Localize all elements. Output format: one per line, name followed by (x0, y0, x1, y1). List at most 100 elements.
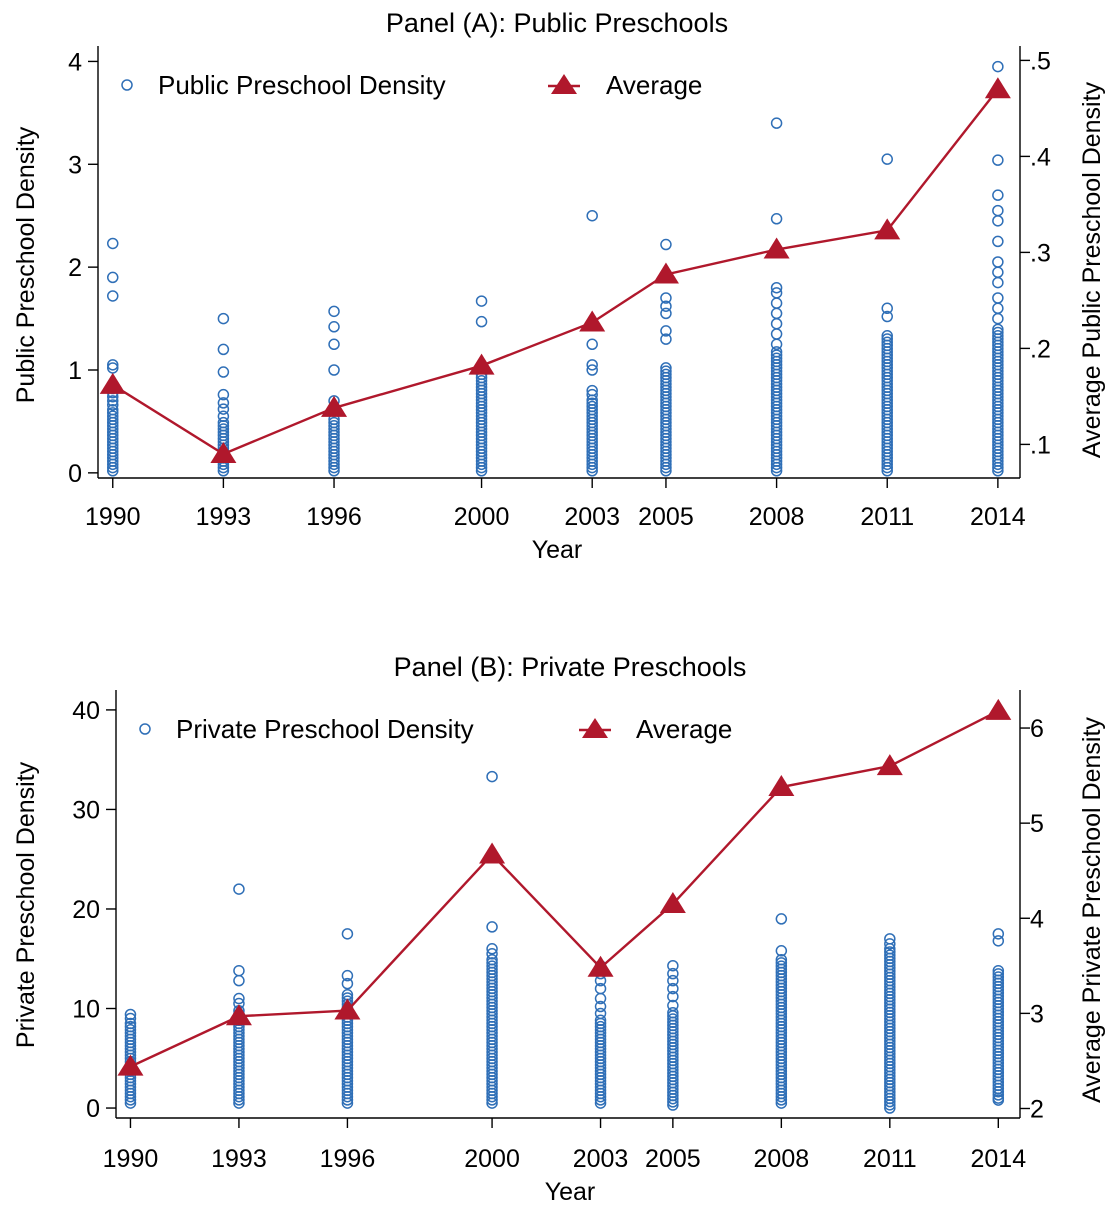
panel-a-scatter-point (586, 400, 598, 413)
panel-b: Panel (B): Private Preschools Year Priva… (12, 652, 1106, 1206)
panel-a-average-marker (984, 77, 1011, 99)
panel-b-x-tick-label: 2011 (863, 1145, 917, 1173)
panel-b-scatter-point (667, 982, 679, 995)
panel-a-x-tick-label: 2011 (860, 503, 914, 531)
panel-a-average-marker (468, 353, 495, 375)
panel-a-legend: Public Preschool Density Average (121, 70, 702, 100)
panel-b-scatter-point (233, 992, 245, 1005)
panel-a-scatter-point (107, 403, 119, 416)
panel-b-x-tick-label: 2000 (464, 1145, 520, 1173)
panel-a-scatter-point (992, 256, 1004, 268)
panel-a-scatter-point (660, 238, 672, 251)
panel-b-scatter-point (233, 964, 245, 977)
panel-a-scatter-point (881, 310, 893, 323)
panel-b-scatter-point (124, 1024, 137, 1036)
panel-b-scatter-point (667, 1006, 679, 1019)
panel-b-scatter-point (884, 933, 896, 945)
panel-b-left-y-tick-label: 30 (72, 796, 100, 824)
panel-b-right-y-tick-label: 2 (1030, 1095, 1044, 1123)
panel-a-scatter-point (586, 397, 598, 410)
panel-b-scatter-point (486, 957, 498, 969)
panel-b-scatter-point (486, 921, 498, 933)
panel-a-average-marker (652, 262, 679, 284)
panel-a-scatter-point (107, 407, 119, 419)
panel-b-legend-scatter-marker (139, 723, 151, 735)
panel-a-left-y-tick-label: 3 (68, 151, 82, 179)
panel-a-scatter-point (586, 388, 598, 401)
panel-a-right-y-tick-label: .1 (1030, 431, 1051, 459)
panel-a-scatter-point (660, 368, 672, 381)
panel-b-scatter-point (775, 953, 788, 966)
panel-a-average-marker (99, 372, 126, 394)
panel-a-legend-scatter-label: Public Preschool Density (158, 70, 446, 100)
panel-a-scatter-point (107, 271, 119, 284)
panel-a-scatter-point (107, 410, 119, 422)
panel-b-average-marker (985, 698, 1012, 720)
panel-b-scatter-point (884, 949, 896, 961)
panel-a-scatter-point (660, 333, 672, 345)
panel-b-x-tick-label: 1990 (103, 1145, 159, 1173)
panel-a-scatter-point (770, 213, 783, 225)
panel-a-scatter-point (660, 292, 672, 304)
panel-b-scatter-point (992, 968, 1005, 980)
panel-b-x-tick-label: 2014 (970, 1145, 1026, 1173)
panel-a-scatter-point (586, 364, 598, 376)
panel-a-right-y-tick-label: .2 (1030, 335, 1051, 363)
panel-a-scatter-point (992, 235, 1004, 248)
panel-a-scatter-point (660, 300, 672, 312)
panel-b-left-axis-title: Private Preschool Density (12, 761, 40, 1048)
panel-a-x-tick-label: 1996 (306, 503, 362, 531)
panel-a-scatter-point (660, 325, 672, 337)
panel-a-scatter-point (328, 321, 340, 333)
panel-b-scatter-point (992, 928, 1005, 940)
panel-a-scatter-point (586, 338, 598, 351)
panel-a-scatter-point (992, 302, 1004, 315)
panel-a-scatter-point (217, 416, 230, 429)
panel-b-legend-scatter-label: Private Preschool Density (176, 714, 474, 744)
panel-b-scatter-point (233, 883, 245, 895)
panel-a-scatter-point (992, 276, 1004, 289)
panel-b-scatter-point (775, 913, 788, 925)
panel-a-scatter-point (770, 117, 783, 129)
panel-a-scatter-point (217, 410, 230, 423)
panel-b-x-tick-label: 2008 (754, 1145, 810, 1173)
panel-b-legend-average-marker (582, 718, 608, 738)
panel-b-scatter-point (594, 1020, 607, 1033)
panel-b-scatter-point (341, 928, 354, 940)
panel-b-scatter-point (667, 990, 679, 1003)
panel-a-scatter-point (660, 362, 672, 374)
panel-a-scatter-point (328, 364, 340, 376)
panel-b-title: Panel (B): Private Preschools (394, 652, 747, 682)
panel-a-scatter-point (475, 375, 488, 387)
panel-a-scatter-point (770, 328, 783, 340)
panel-a-scatter-point (770, 317, 783, 330)
panel-a-left-axis-title: Public Preschool Density (12, 126, 40, 403)
panel-b-scatter-point (233, 974, 245, 987)
panel-b-average-line (129, 709, 999, 1068)
panel-b-scatter-point (594, 1014, 607, 1027)
panel-b-scatter-point (594, 1007, 607, 1020)
panel-a-left-y-tick-label: 0 (68, 460, 82, 488)
panel-a-legend-average-marker (551, 74, 577, 94)
panel-a-scatter-point (217, 343, 230, 356)
panel-a-scatter-point (770, 349, 783, 361)
panel-b-scatter-point (341, 969, 354, 982)
panel-b-right-y-tick-label: 6 (1030, 715, 1044, 743)
panel-a-scatter-point (992, 312, 1004, 325)
panel-a-scatter-point (770, 307, 783, 320)
panel-b-scatter-point (486, 770, 498, 783)
panel-b-scatter-point (124, 1017, 137, 1030)
panel-a-x-tick-label: 2000 (454, 503, 510, 531)
panel-a-scatter-point (992, 215, 1004, 227)
panel-b-scatter-point (124, 1020, 137, 1033)
panel-b-left-y-tick-label: 40 (72, 697, 100, 725)
panel-a-average-marker (763, 237, 790, 259)
panel-a-legend-scatter-marker (121, 79, 133, 91)
panel-a-scatter-point (881, 333, 893, 345)
panel-a-scatter-point (770, 352, 783, 365)
panel-a-scatter-point (770, 281, 783, 294)
panel-a-x-tick-label: 2005 (638, 503, 694, 531)
panel-a-scatter-point (992, 292, 1004, 304)
panel-b-scatter-point (667, 974, 679, 987)
